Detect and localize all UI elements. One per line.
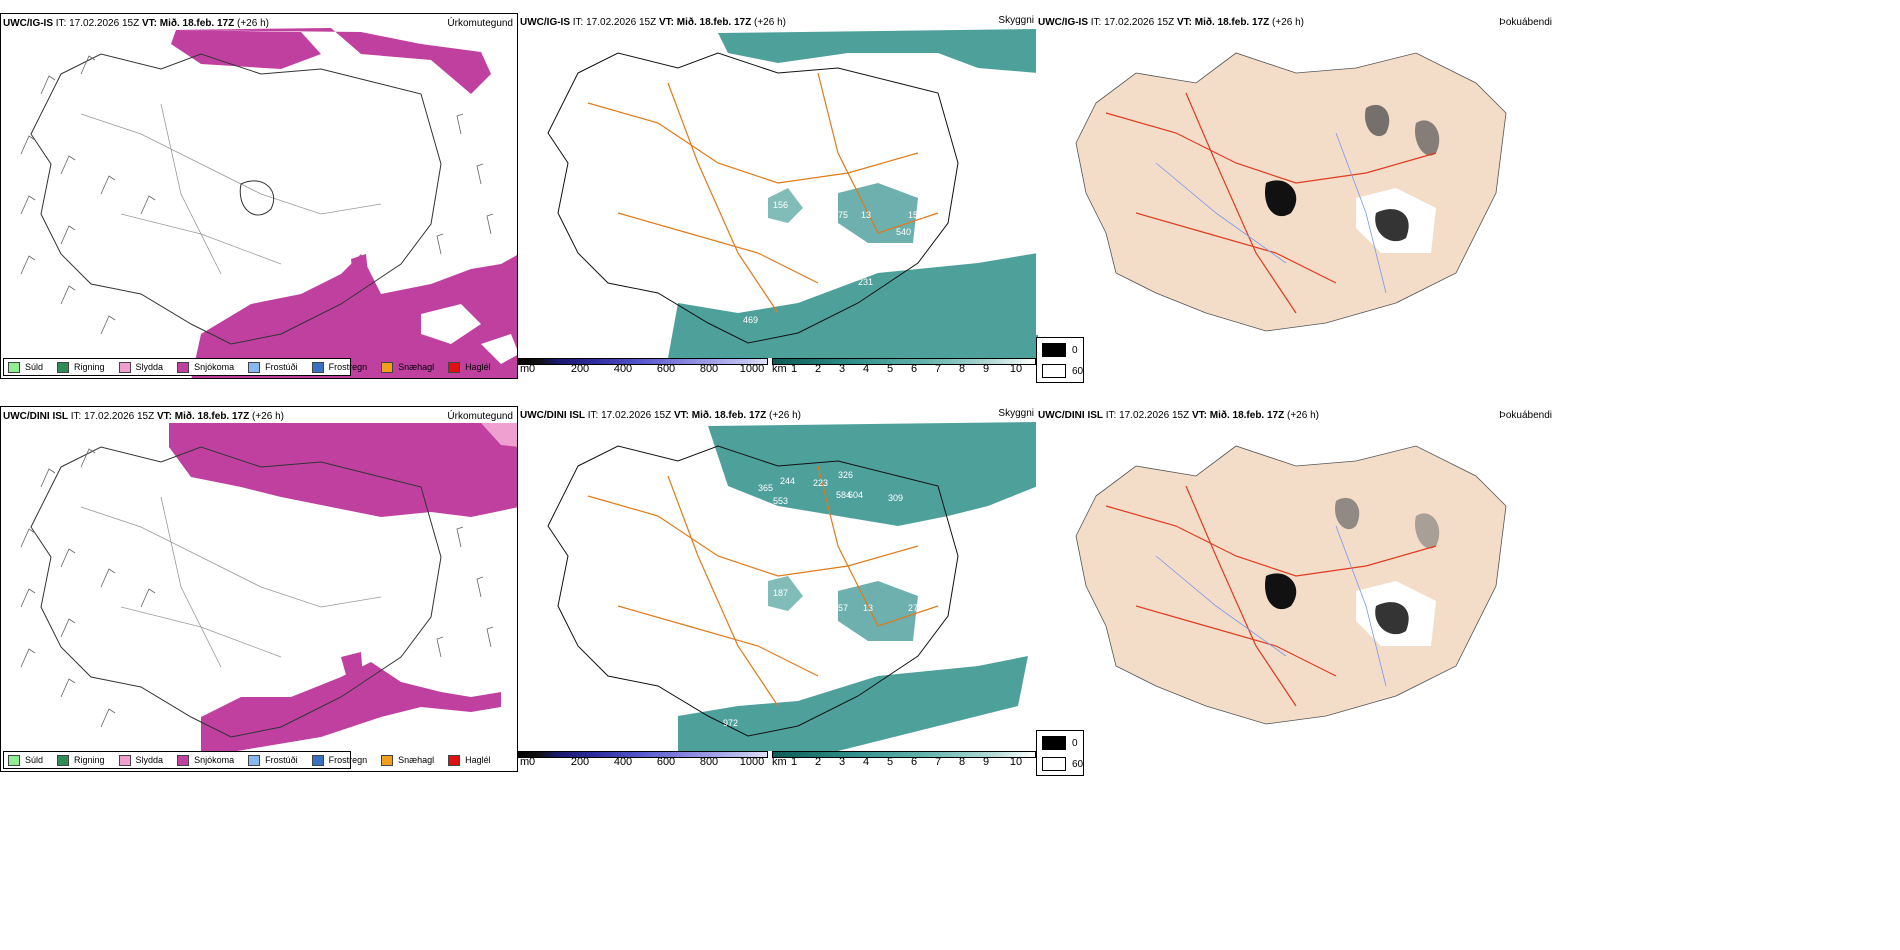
legend-swatch: [381, 361, 394, 373]
fog-map: [1075, 52, 1507, 332]
panel-title-bottom-precip: UWC/DINI ISL IT: 17.02.2026 15Z VT: Mið.…: [3, 411, 284, 422]
vis-label: 152: [908, 210, 923, 220]
visibility-panel-bottom: UWC/DINI ISL IT: 17.02.2026 15Z VT: Mið.…: [518, 406, 1038, 772]
legend-swatch: [8, 754, 20, 766]
legend-item: Frostregn: [311, 361, 367, 373]
visibility-panel-top: UWC/IG-IS IT: 17.02.2026 15Z VT: Mið. 18…: [518, 13, 1038, 379]
legend-swatch: [311, 361, 324, 373]
vis-label: 365: [758, 483, 773, 493]
panel-title-top-fog: UWC/IG-IS IT: 17.02.2026 15Z VT: Mið. 18…: [1038, 17, 1304, 28]
vis-label: 604: [848, 490, 863, 500]
legend-swatch: [57, 361, 70, 373]
precip-type-title: Úrkomutegund: [447, 18, 513, 29]
vis-label: 231: [858, 277, 873, 287]
precip-type-title: Úrkomutegund: [447, 411, 513, 422]
legend-swatch: [177, 361, 190, 373]
legend-item: Frostregn: [311, 754, 367, 766]
panel-title-top-precip: UWC/IG-IS IT: 17.02.2026 15Z VT: Mið. 18…: [3, 18, 269, 29]
legend-swatch: [311, 754, 324, 766]
precip-map: [20, 423, 517, 757]
fog-swatch-dense: [1042, 343, 1066, 357]
lead-time: (+26 h): [237, 18, 269, 29]
visibility-colorbar-bottom: km 1 2 3 4 5 6 7 8 9 10: [772, 751, 1036, 768]
legend-item: Snjókoma: [177, 754, 234, 766]
legend-item: Frostúði: [248, 754, 298, 766]
vis-label: 469: [743, 315, 758, 325]
vt-label: VT:: [141, 18, 157, 29]
legend-item: Súld: [8, 754, 43, 766]
vis-label: 223: [813, 478, 828, 488]
vis-label: 309: [888, 493, 903, 503]
legend-item: Slydda: [118, 361, 163, 373]
legend-swatch: [118, 361, 131, 373]
vis-label: 187: [773, 588, 788, 598]
legend-swatch: [448, 361, 461, 373]
vis-label: 657: [833, 603, 848, 613]
legend-item: Rigning: [57, 754, 105, 766]
legend-swatch: [118, 754, 131, 766]
legend-item: Súld: [8, 361, 43, 373]
vis-label: 584: [836, 490, 851, 500]
height-colorbar-bottom: m 0 200 400 600 800 1000: [518, 751, 768, 768]
vis-label: 244: [780, 476, 795, 486]
it-label: IT:: [55, 18, 67, 29]
precip-map: [20, 28, 517, 378]
panel-title-bottom-vis: UWC/DINI ISL IT: 17.02.2026 15Z VT: Mið.…: [520, 410, 801, 421]
precip-panel-top: UWC/IG-IS IT: 17.02.2026 15Z VT: Mið. 18…: [0, 13, 518, 379]
precip-panel-bottom: UWC/DINI ISL IT: 17.02.2026 15Z VT: Mið.…: [0, 406, 518, 772]
legend-item: Slydda: [118, 754, 163, 766]
vis-label: 30: [803, 155, 813, 165]
vis-label: 175: [833, 210, 848, 220]
fog-title: Þokuábendi: [1499, 410, 1552, 421]
fog-panel-bottom: UWC/DINI ISL IT: 17.02.2026 15Z VT: Mið.…: [1036, 406, 1556, 728]
fog-swatch-clear: [1042, 364, 1066, 378]
legend-item: Frostúði: [248, 361, 298, 373]
legend-swatch: [248, 754, 261, 766]
legend-swatch: [448, 754, 461, 766]
it-value: 17.02.2026 15Z: [69, 18, 140, 29]
vis-label: 553: [773, 496, 788, 506]
vis-label: 13: [861, 210, 871, 220]
visibility-title: Skyggni: [998, 408, 1034, 419]
panel-title-bottom-fog: UWC/DINI ISL IT: 17.02.2026 15Z VT: Mið.…: [1038, 410, 1319, 421]
visibility-title: Skyggni: [998, 15, 1034, 26]
fog-panel-top: UWC/IG-IS IT: 17.02.2026 15Z VT: Mið. 18…: [1036, 13, 1556, 335]
legend-item: Snæhagl: [381, 361, 434, 373]
height-colorbar-top: m 0 200 400 600 800 1000: [518, 358, 768, 375]
visibility-value-labels: 365 244 223 326 553 584 604 309 187 132 …: [723, 470, 918, 728]
vis-label: 27: [908, 603, 918, 613]
fog-title: Þokuábendi: [1499, 17, 1552, 28]
legend-swatch: [57, 754, 70, 766]
legend-swatch: [248, 361, 261, 373]
legend-item: Haglél: [448, 361, 491, 373]
legend-item: Rigning: [57, 361, 105, 373]
vis-label: 540: [896, 227, 911, 237]
precip-legend-top: Súld Rigning Slydda Snjókoma Frostúði Fr…: [3, 358, 491, 376]
visibility-value-labels: 156 30 175 13 152 540 30 231 469: [743, 155, 923, 325]
vis-label: 972: [723, 718, 738, 728]
fog-legend-bottom: 0 60: [1036, 730, 1084, 776]
panel-title-top-vis: UWC/IG-IS IT: 17.02.2026 15Z VT: Mið. 18…: [520, 17, 786, 28]
legend-item: Snjókoma: [177, 361, 234, 373]
visibility-map: 365 244 223 326 553 584 604 309 187 132 …: [547, 422, 1038, 751]
vis-label: 13: [863, 603, 873, 613]
precip-legend-bottom: Súld Rigning Slydda Snjókoma Frostúði Fr…: [3, 751, 491, 769]
legend-item: Haglél: [448, 754, 491, 766]
legend-swatch: [381, 754, 394, 766]
vis-label: 132: [813, 598, 828, 608]
visibility-map: 156 30 175 13 152 540 30 231 469: [547, 29, 1038, 358]
fog-map: [1075, 445, 1507, 725]
vis-label: 326: [838, 470, 853, 480]
vt-value: Mið. 18.feb. 17Z: [159, 18, 235, 29]
fog-swatch-dense: [1042, 736, 1066, 750]
fog-swatch-clear: [1042, 757, 1066, 771]
fog-legend-top: 0 60: [1036, 337, 1084, 383]
legend-swatch: [177, 754, 190, 766]
legend-swatch: [8, 361, 20, 373]
vis-label: 156: [773, 200, 788, 210]
legend-item: Snæhagl: [381, 754, 434, 766]
model-name: UWC/IG-IS: [3, 18, 53, 29]
vis-label: 30: [811, 205, 821, 215]
visibility-colorbar-top: km 1 2 3 4 5 6 7 8 9 10: [772, 358, 1036, 375]
